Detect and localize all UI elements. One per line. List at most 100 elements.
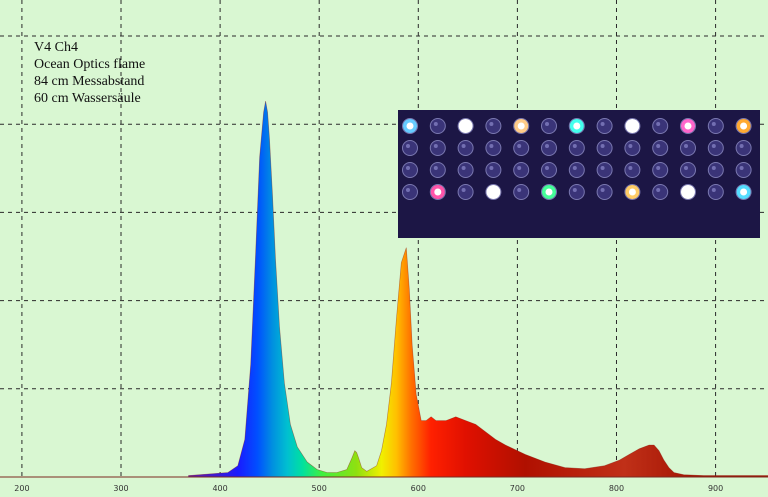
annotation-text: V4 Ch4 Ocean Optics flame 84 cm Messabst…	[34, 40, 145, 106]
led-reflection	[656, 166, 661, 170]
led-reflection	[656, 188, 661, 192]
led	[596, 140, 613, 156]
led	[513, 184, 530, 200]
led-reflection	[711, 122, 716, 126]
led-reflection	[461, 166, 466, 170]
annotation-line-2: Ocean Optics flame	[34, 57, 145, 72]
led	[429, 118, 446, 134]
led	[596, 118, 613, 134]
led-highlight	[517, 122, 525, 130]
led-reflection	[517, 166, 522, 170]
led	[707, 162, 724, 178]
led-highlight	[740, 188, 748, 196]
led-reflection	[684, 144, 688, 148]
led-highlight	[740, 122, 748, 130]
led-reflection	[656, 122, 661, 126]
led-highlight	[684, 188, 692, 196]
x-tick-label: 400	[212, 484, 227, 493]
led	[429, 140, 446, 156]
led-reflection	[572, 144, 577, 148]
led	[541, 118, 557, 134]
led-highlight	[434, 188, 442, 196]
x-tick-label: 900	[708, 484, 723, 493]
led	[513, 140, 530, 156]
led	[652, 184, 669, 200]
led	[457, 184, 474, 200]
led-reflection	[572, 188, 577, 192]
led-reflection	[433, 144, 438, 148]
led	[568, 140, 585, 156]
led-reflection	[489, 144, 494, 148]
led	[680, 140, 696, 156]
led	[402, 184, 418, 200]
spectrum-area	[188, 101, 768, 477]
annotation-line-3: 84 cm Messabstand	[34, 74, 144, 89]
led	[541, 140, 557, 156]
led-highlight	[462, 122, 470, 130]
led-reflection	[461, 144, 466, 148]
led-reflection	[656, 144, 661, 148]
led	[457, 140, 474, 156]
led-highlight	[573, 122, 581, 130]
led-highlight	[545, 188, 553, 196]
led-reflection	[545, 122, 549, 126]
led	[596, 162, 613, 178]
led-reflection	[711, 166, 716, 170]
led-reflection	[600, 122, 605, 126]
led	[429, 162, 446, 178]
x-tick-label: 700	[510, 484, 525, 493]
led	[624, 140, 641, 156]
led	[707, 118, 724, 134]
x-tick-label: 300	[113, 484, 128, 493]
led-reflection	[433, 166, 438, 170]
led-reflection	[433, 122, 438, 126]
led	[652, 162, 669, 178]
led-highlight	[628, 122, 636, 130]
led-reflection	[739, 166, 744, 170]
x-tick-label: 500	[312, 484, 327, 493]
led	[402, 140, 418, 156]
led-reflection	[628, 166, 633, 170]
led	[735, 140, 752, 156]
led-reflection	[600, 144, 605, 148]
led-reflection	[545, 144, 549, 148]
led-reflection	[739, 144, 744, 148]
led	[485, 140, 502, 156]
led-reflection	[406, 188, 410, 192]
led	[457, 162, 474, 178]
led	[596, 184, 613, 200]
led	[485, 162, 502, 178]
led-highlight	[406, 122, 414, 130]
x-tick-label: 800	[609, 484, 624, 493]
led	[568, 184, 585, 200]
led-reflection	[600, 166, 605, 170]
led-reflection	[572, 166, 577, 170]
led	[485, 118, 502, 134]
led-reflection	[406, 144, 410, 148]
led-reflection	[545, 166, 549, 170]
led	[735, 162, 752, 178]
led-reflection	[628, 144, 633, 148]
led-array-photo	[398, 110, 760, 238]
led-reflection	[684, 166, 688, 170]
led	[707, 184, 724, 200]
x-tick-label: 600	[411, 484, 426, 493]
led	[652, 140, 669, 156]
led-reflection	[711, 188, 716, 192]
led-reflection	[406, 166, 410, 170]
led-reflection	[489, 122, 494, 126]
led	[652, 118, 669, 134]
led	[707, 140, 724, 156]
spectrum-outline	[188, 100, 768, 476]
led-reflection	[600, 188, 605, 192]
led-reflection	[711, 144, 716, 148]
led-highlight	[489, 188, 497, 196]
led-reflection	[517, 188, 522, 192]
annotation-line-1: V4 Ch4	[34, 40, 78, 55]
x-tick-labels: 200 300 400 500 600 700 800 900	[14, 484, 723, 493]
led-reflection	[489, 166, 494, 170]
led	[680, 162, 696, 178]
led-highlight	[684, 122, 692, 130]
